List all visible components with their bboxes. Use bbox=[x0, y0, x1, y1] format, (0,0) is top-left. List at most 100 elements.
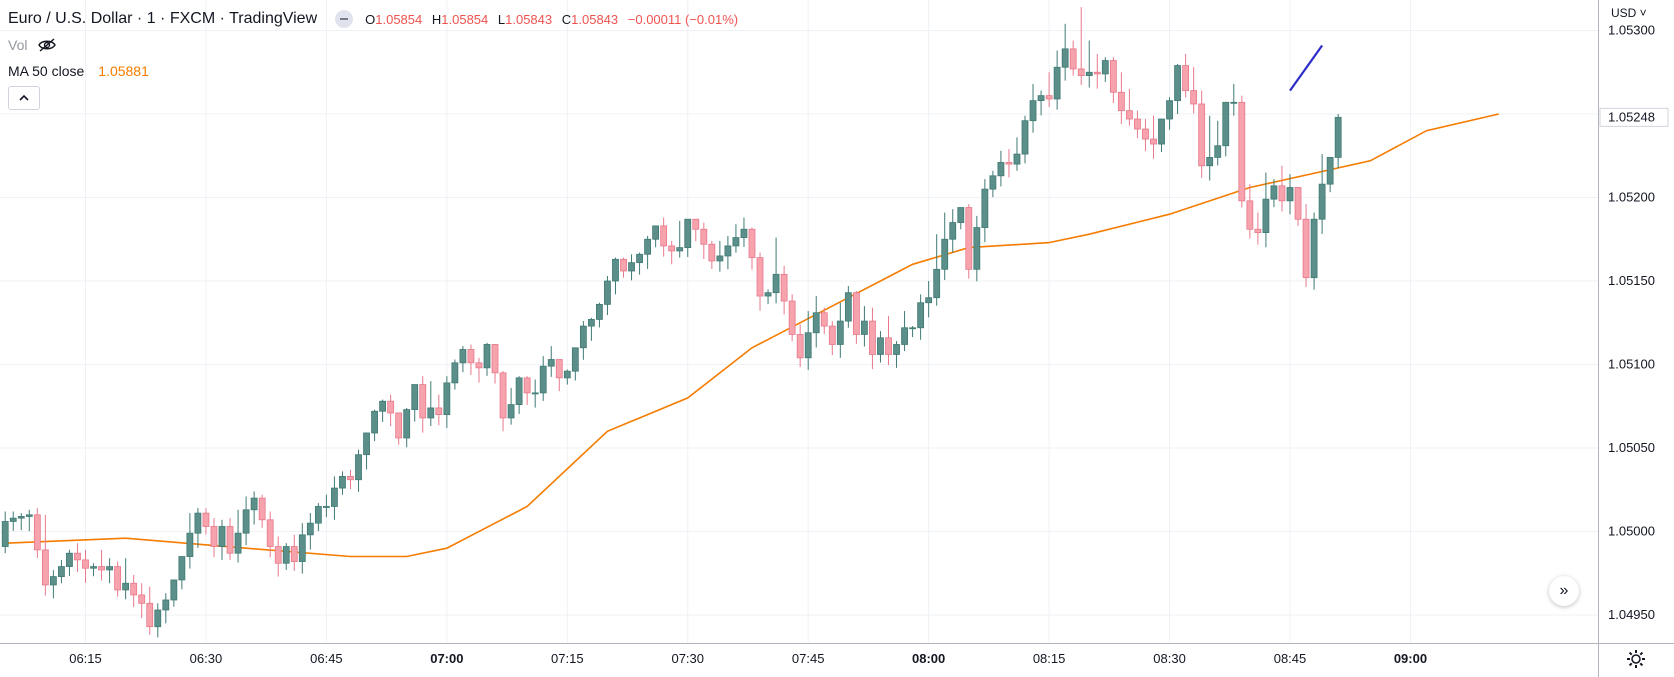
candle bbox=[33, 508, 41, 558]
candle-body bbox=[427, 407, 435, 419]
candle-body bbox=[523, 377, 531, 394]
candle bbox=[451, 359, 459, 390]
candle bbox=[347, 469, 354, 490]
candle bbox=[1230, 83, 1238, 116]
candle bbox=[1214, 120, 1222, 166]
candle bbox=[836, 302, 844, 358]
vol-label[interactable]: Vol bbox=[8, 37, 28, 53]
symbol-menu-button[interactable] bbox=[335, 10, 354, 28]
candle-body bbox=[250, 497, 258, 511]
price-tick-label: 1.05200 bbox=[1608, 190, 1655, 205]
candle bbox=[419, 376, 427, 433]
symbol-title[interactable]: Euro / U.S. Dollar · 1 · FXCM · TradingV… bbox=[8, 10, 318, 27]
candle-body bbox=[66, 552, 73, 567]
time-tick-label: 06:15 bbox=[69, 651, 102, 666]
low-label: L bbox=[497, 11, 506, 27]
candle-body bbox=[475, 362, 483, 369]
candle bbox=[1013, 137, 1021, 171]
candle-body bbox=[909, 327, 916, 330]
candle-body bbox=[973, 227, 981, 270]
candle-body bbox=[355, 454, 362, 481]
candle-body bbox=[877, 337, 884, 355]
ma-line-layer bbox=[5, 113, 1499, 558]
candle-body bbox=[852, 292, 860, 335]
candle-body bbox=[1117, 91, 1125, 112]
ma-label[interactable]: MA 50 close bbox=[8, 63, 85, 79]
currency-selector[interactable]: USD ˅ bbox=[1611, 6, 1647, 20]
candle-body bbox=[1190, 90, 1198, 105]
candle-body bbox=[106, 566, 113, 571]
candle bbox=[925, 281, 933, 318]
candle bbox=[1254, 212, 1262, 245]
candle-body bbox=[1286, 187, 1294, 202]
candle bbox=[692, 218, 700, 242]
low-value: 1.05843 bbox=[505, 11, 553, 27]
eye-hidden-icon[interactable] bbox=[37, 38, 57, 52]
ma-line bbox=[5, 113, 1499, 558]
candle bbox=[363, 432, 370, 470]
price-tick-label: 1.04950 bbox=[1608, 607, 1655, 622]
candle bbox=[587, 317, 595, 341]
gear-icon[interactable] bbox=[1625, 648, 1647, 670]
candle-body bbox=[186, 532, 194, 557]
candle bbox=[740, 217, 748, 247]
high-label: H bbox=[431, 11, 442, 27]
candle-body bbox=[756, 257, 764, 297]
candle bbox=[909, 326, 916, 338]
close-label: C bbox=[561, 11, 572, 27]
time-tick-label: 07:45 bbox=[792, 651, 825, 666]
candle bbox=[74, 543, 81, 572]
candle-body bbox=[162, 599, 170, 611]
candle-body bbox=[1037, 95, 1045, 102]
candle-body bbox=[1029, 100, 1037, 122]
candle-body bbox=[1053, 66, 1061, 100]
candle-body bbox=[748, 228, 756, 259]
candle-body bbox=[202, 512, 210, 527]
candle-body bbox=[274, 546, 282, 564]
candle-body bbox=[17, 516, 25, 519]
candle-body bbox=[764, 292, 772, 297]
candle bbox=[1077, 7, 1085, 85]
candle-body bbox=[563, 370, 571, 379]
candle-body bbox=[732, 237, 740, 247]
candle bbox=[443, 376, 451, 428]
candle bbox=[981, 179, 989, 243]
high-value: 1.05854 bbox=[441, 11, 489, 27]
candle-body bbox=[1214, 145, 1222, 158]
candle bbox=[1286, 174, 1294, 215]
candle-body bbox=[1045, 95, 1053, 100]
candle-body bbox=[122, 582, 130, 591]
candle bbox=[403, 407, 411, 448]
candle-body bbox=[901, 327, 908, 345]
currency-label: USD bbox=[1611, 6, 1637, 20]
candle bbox=[852, 291, 860, 344]
candle-body bbox=[1085, 71, 1093, 76]
candle-body bbox=[724, 245, 732, 257]
time-tick-label: 07:30 bbox=[671, 651, 704, 666]
candle-body bbox=[387, 400, 395, 414]
candle bbox=[828, 321, 836, 356]
candle-body bbox=[941, 238, 949, 270]
time-tick-label: 06:30 bbox=[190, 651, 223, 666]
candle bbox=[660, 217, 668, 257]
candle bbox=[507, 387, 515, 425]
candle-body bbox=[306, 522, 314, 536]
candle bbox=[531, 379, 539, 408]
candle-body bbox=[587, 319, 595, 327]
candle-body bbox=[1222, 101, 1230, 147]
candle-body bbox=[1142, 128, 1149, 140]
candle bbox=[1, 511, 9, 554]
scroll-to-realtime-button[interactable]: » bbox=[1549, 576, 1579, 606]
candle bbox=[387, 394, 395, 427]
candle bbox=[266, 511, 274, 558]
current-price-box bbox=[1599, 107, 1669, 127]
candle-body bbox=[925, 297, 933, 304]
current-price-marker: 1.05248 bbox=[1599, 107, 1669, 127]
candle-body bbox=[242, 509, 250, 534]
candle bbox=[612, 257, 619, 295]
collapse-legend-button[interactable] bbox=[8, 86, 40, 110]
price-tick-label: 1.05100 bbox=[1608, 357, 1655, 372]
candle bbox=[901, 311, 908, 352]
candle-body bbox=[98, 566, 105, 571]
